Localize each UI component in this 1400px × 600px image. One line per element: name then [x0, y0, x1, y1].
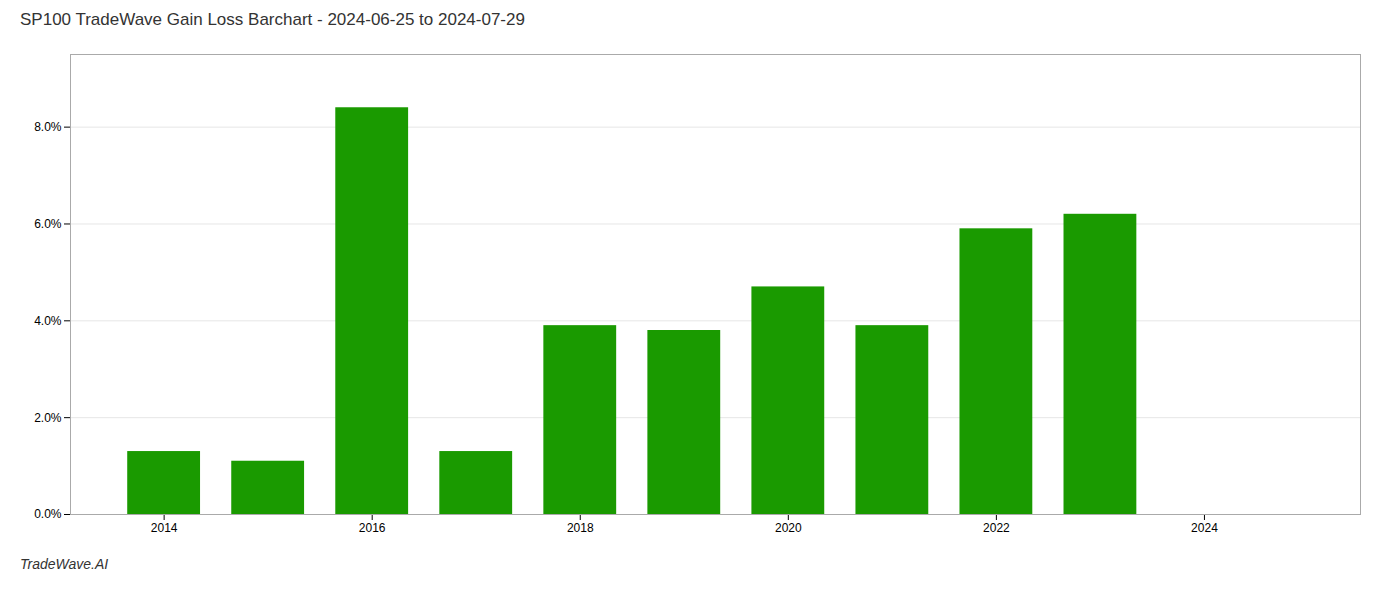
svg-text:2022: 2022 [983, 521, 1010, 535]
svg-text:6.0%: 6.0% [34, 217, 62, 231]
html-text:TradeWave.AI: TradeWave.AI [20, 556, 109, 572]
svg-text:2016: 2016 [359, 521, 386, 535]
svg-text:2014: 2014 [151, 521, 178, 535]
svg-text:0.0%: 0.0% [34, 507, 62, 521]
svg-text:2.0%: 2.0% [34, 410, 62, 424]
svg-text:4.0%: 4.0% [34, 314, 62, 328]
svg-text:2018: 2018 [567, 521, 594, 535]
svg-text:2020: 2020 [775, 521, 802, 535]
html-text:SP100 TradeWave Gain Loss Barc: SP100 TradeWave Gain Loss Barchart - 202… [20, 10, 525, 29]
svg-text:8.0%: 8.0% [34, 120, 62, 134]
svg-text:2024: 2024 [1191, 521, 1218, 535]
